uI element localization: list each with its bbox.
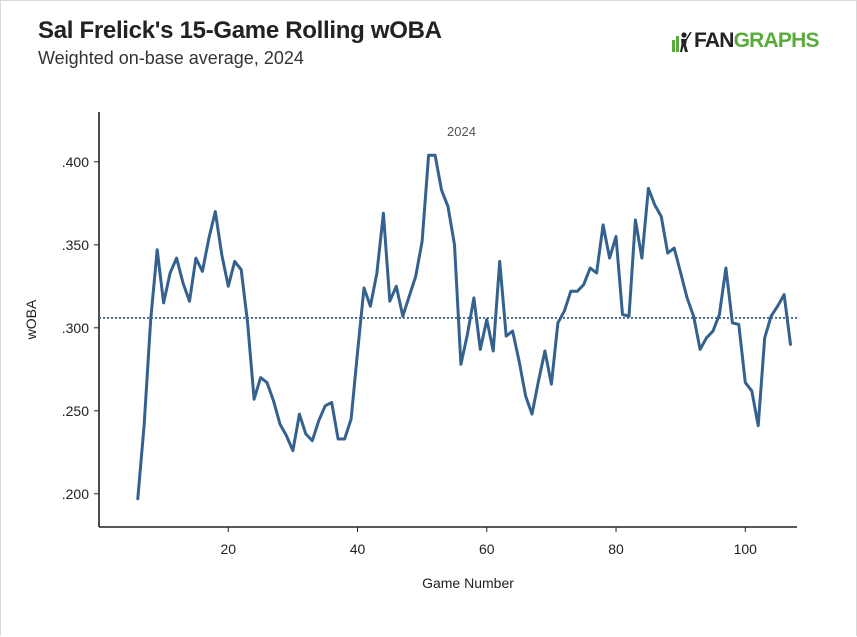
x-tick-label: 20: [220, 541, 236, 557]
y-tick-label: .300: [62, 320, 89, 336]
y-axis-ticks: .200 .250 .300 .350 .400: [62, 154, 99, 502]
series-annotation: 2024: [447, 124, 476, 139]
series-line-2024: [136, 153, 792, 501]
y-axis-title: wOBA: [23, 299, 39, 340]
batter-logo-icon: [672, 31, 692, 52]
fangraphs-logo: FAN GRAPHS: [672, 29, 819, 53]
y-tick-label: .200: [62, 486, 89, 502]
chart-title: Sal Frelick's 15-Game Rolling wOBA: [38, 17, 442, 44]
chart-subtitle: Weighted on-base average, 2024: [38, 48, 304, 68]
x-tick-label: 80: [608, 541, 624, 557]
x-axis-title: Game Number: [422, 575, 514, 591]
y-tick-label: .400: [62, 154, 89, 170]
y-tick-label: .350: [62, 237, 89, 253]
y-tick-label: .250: [62, 403, 89, 419]
x-tick-label: 60: [479, 541, 495, 557]
x-tick-label: 100: [734, 541, 758, 557]
x-axis-ticks: 20 40 60 80 100: [220, 527, 757, 557]
x-tick-label: 40: [350, 541, 366, 557]
logo-text-graphs: GRAPHS: [733, 29, 820, 52]
logo-text-fan: FAN: [694, 29, 734, 52]
